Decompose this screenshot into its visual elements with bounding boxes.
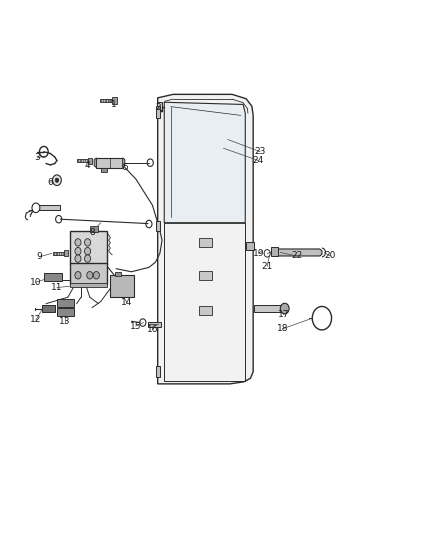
Polygon shape bbox=[271, 247, 278, 256]
Bar bbox=[148, 322, 161, 327]
Bar bbox=[70, 231, 107, 264]
Ellipse shape bbox=[85, 247, 91, 255]
Bar bbox=[64, 251, 68, 256]
Bar bbox=[199, 238, 212, 247]
Text: 7: 7 bbox=[27, 211, 33, 219]
Bar bbox=[101, 167, 107, 172]
Bar bbox=[44, 273, 62, 281]
Bar bbox=[156, 366, 160, 377]
Bar bbox=[112, 98, 117, 103]
Text: 10: 10 bbox=[30, 278, 42, 287]
Ellipse shape bbox=[280, 303, 289, 314]
Polygon shape bbox=[158, 94, 253, 384]
Text: 21: 21 bbox=[261, 262, 273, 271]
Ellipse shape bbox=[55, 178, 59, 182]
Ellipse shape bbox=[75, 239, 81, 246]
Bar bbox=[57, 299, 74, 307]
Bar bbox=[70, 263, 107, 284]
Text: 13: 13 bbox=[59, 317, 71, 326]
Ellipse shape bbox=[93, 271, 99, 279]
Bar bbox=[156, 106, 160, 118]
Bar bbox=[70, 283, 107, 287]
Ellipse shape bbox=[75, 255, 81, 262]
Text: 16: 16 bbox=[147, 325, 158, 334]
Bar bbox=[90, 226, 98, 232]
Text: 18: 18 bbox=[277, 324, 289, 333]
Bar bbox=[246, 243, 254, 251]
Bar bbox=[110, 275, 134, 297]
Ellipse shape bbox=[87, 271, 93, 279]
Ellipse shape bbox=[75, 247, 81, 255]
Ellipse shape bbox=[85, 255, 91, 262]
Text: 8: 8 bbox=[89, 228, 95, 237]
Polygon shape bbox=[94, 158, 96, 167]
Bar bbox=[254, 305, 283, 312]
Bar bbox=[157, 102, 162, 110]
Bar bbox=[42, 305, 55, 312]
Text: 1: 1 bbox=[111, 100, 117, 109]
Bar bbox=[32, 205, 60, 211]
Bar bbox=[53, 252, 65, 255]
Text: 6: 6 bbox=[47, 178, 53, 187]
Ellipse shape bbox=[53, 175, 61, 185]
Text: 11: 11 bbox=[51, 283, 63, 292]
Bar bbox=[115, 272, 121, 276]
Text: 12: 12 bbox=[30, 316, 42, 325]
Text: 2: 2 bbox=[155, 103, 160, 112]
Bar bbox=[100, 99, 113, 102]
Bar bbox=[57, 308, 74, 316]
Polygon shape bbox=[123, 158, 125, 167]
Polygon shape bbox=[164, 102, 245, 223]
Text: 19: 19 bbox=[253, 249, 264, 258]
Bar bbox=[199, 271, 212, 280]
Ellipse shape bbox=[75, 271, 81, 279]
Text: 17: 17 bbox=[278, 310, 290, 319]
Bar bbox=[199, 306, 212, 314]
Bar bbox=[77, 159, 89, 162]
Text: 20: 20 bbox=[325, 252, 336, 261]
Text: 14: 14 bbox=[121, 298, 133, 307]
Text: 22: 22 bbox=[291, 252, 303, 261]
Ellipse shape bbox=[32, 203, 40, 213]
Bar bbox=[96, 158, 123, 167]
Text: 24: 24 bbox=[253, 156, 264, 165]
Bar bbox=[88, 158, 92, 164]
Polygon shape bbox=[274, 249, 322, 256]
Text: 4: 4 bbox=[85, 161, 90, 170]
Text: 9: 9 bbox=[36, 252, 42, 261]
Text: 23: 23 bbox=[254, 147, 266, 156]
Bar bbox=[156, 221, 160, 231]
Text: 5: 5 bbox=[122, 163, 128, 172]
Text: 3: 3 bbox=[34, 154, 40, 163]
Text: 15: 15 bbox=[130, 321, 141, 330]
Ellipse shape bbox=[85, 239, 91, 246]
